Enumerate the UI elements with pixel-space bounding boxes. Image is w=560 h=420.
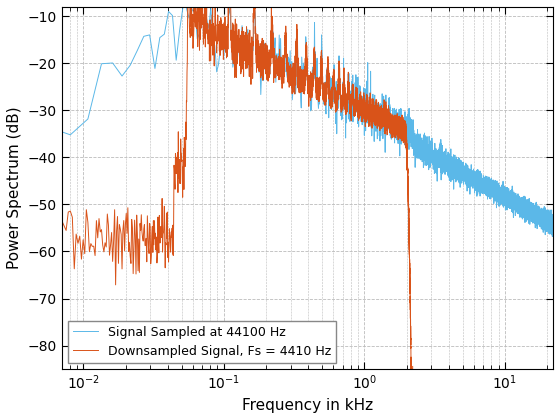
- Signal Sampled at 44100 Hz: [0, 135, 7, 140]
- Downsampled Signal, Fs = 4410 Hz: [354, 105, 361, 110]
- Y-axis label: Power Spectrum (dB): Power Spectrum (dB): [7, 107, 22, 269]
- Signal Sampled at 44100 Hz: [511, 203, 518, 208]
- Downsampled Signal, Fs = 4410 Hz: [184, 5, 191, 10]
- Downsampled Signal, Fs = 4410 Hz: [389, 127, 396, 132]
- Downsampled Signal, Fs = 4410 Hz: [408, 367, 414, 372]
- Signal Sampled at 44100 Hz: [496, 192, 503, 197]
- Legend: Signal Sampled at 44100 Hz, Downsampled Signal, Fs = 4410 Hz: Signal Sampled at 44100 Hz, Downsampled …: [68, 320, 336, 363]
- Signal Sampled at 44100 Hz: [550, 223, 557, 228]
- X-axis label: Frequency in kHz: Frequency in kHz: [242, 398, 373, 413]
- Downsampled Signal, Fs = 4410 Hz: [356, 107, 362, 112]
- Signal Sampled at 44100 Hz: [530, 210, 536, 215]
- Signal Sampled at 44100 Hz: [540, 218, 547, 223]
- Signal Sampled at 44100 Hz: [180, 5, 186, 10]
- Signal Sampled at 44100 Hz: [549, 234, 556, 239]
- Downsampled Signal, Fs = 4410 Hz: [400, 126, 407, 131]
- Line: Downsampled Signal, Fs = 4410 Hz: Downsampled Signal, Fs = 4410 Hz: [0, 7, 413, 369]
- Downsampled Signal, Fs = 4410 Hz: [409, 364, 416, 369]
- Line: Signal Sampled at 44100 Hz: Signal Sampled at 44100 Hz: [3, 7, 553, 236]
- Downsampled Signal, Fs = 4410 Hz: [336, 71, 343, 76]
- Signal Sampled at 44100 Hz: [495, 191, 502, 196]
- Downsampled Signal, Fs = 4410 Hz: [371, 116, 377, 121]
- Signal Sampled at 44100 Hz: [477, 184, 483, 189]
